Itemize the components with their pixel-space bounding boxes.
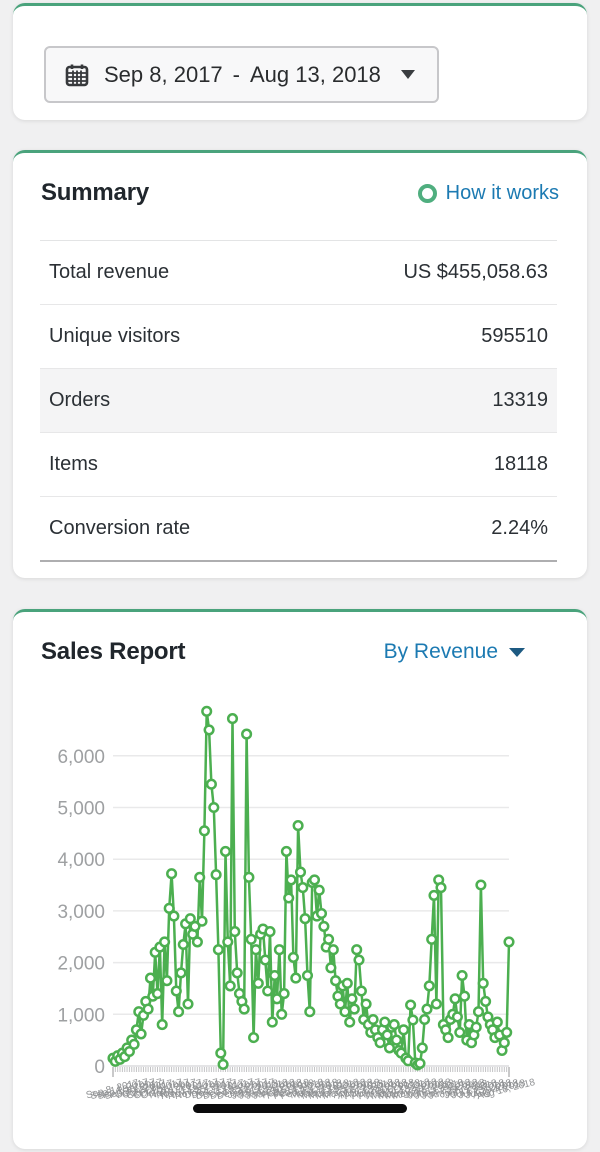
row-value: 595510 [481,325,548,347]
row-label: Orders [49,389,111,411]
summary-card: Summary How it works Total revenue US $4… [13,150,587,578]
date-range-end: Aug 13, 2018 [250,61,381,87]
summary-row-unique-visitors[interactable]: Unique visitors 595510 [40,305,557,369]
date-range-button[interactable]: Sep 8, 2017- Aug 13, 2018 [44,46,439,103]
date-range-start: Sep 8, 2017 [104,61,223,87]
summary-row-conversion-rate[interactable]: Conversion rate 2.24% [40,497,557,562]
svg-text:3,000: 3,000 [57,902,105,923]
row-label: Unique visitors [49,325,181,347]
svg-text:6,000: 6,000 [57,747,105,768]
how-it-works-label: How it works [445,181,559,204]
sales-report-card: Sales Report By Revenue 0 1,000 2,000 3,000… [13,609,587,1149]
svg-text:2,000: 2,000 [57,954,105,975]
row-value: 2.24% [491,517,548,539]
summary-title: Summary [41,179,149,206]
date-range-text: Sep 8, 2017- Aug 13, 2018 [104,62,381,88]
summary-row-items[interactable]: Items 18118 [40,433,557,497]
chevron-down-icon [400,70,415,79]
date-range-card: Sep 8, 2017- Aug 13, 2018 [13,3,587,120]
row-label: Total revenue [49,261,170,283]
row-label: Items [49,453,98,475]
svg-text:1,000: 1,000 [57,1005,105,1026]
date-range-separator: - [232,61,240,87]
home-indicator[interactable] [193,1104,407,1113]
chevron-down-icon [509,647,525,657]
sales-report-title: Sales Report [41,638,186,665]
by-revenue-dropdown[interactable]: By Revenue [384,640,525,664]
svg-text:4,000: 4,000 [57,850,105,871]
summary-row-orders[interactable]: Orders 13319 [40,369,557,433]
svg-text:0: 0 [94,1057,105,1078]
row-value: 13319 [492,389,548,411]
how-it-works-link[interactable]: How it works [417,181,559,205]
sales-chart: 0 1,000 2,000 3,000 4,000 5,000 6,000 Sep 8, 20… [13,679,587,1152]
ring-icon [417,183,437,203]
summary-row-total-revenue[interactable]: Total revenue US $455,058.63 [40,241,557,305]
row-value: US $455,058.63 [403,261,548,283]
calendar-icon [64,62,90,88]
summary-table: Total revenue US $455,058.63 Unique visi… [40,240,557,562]
svg-text:5,000: 5,000 [57,799,105,820]
by-revenue-label: By Revenue [383,640,498,663]
row-label: Conversion rate [49,517,191,539]
row-value: 18118 [493,453,548,475]
